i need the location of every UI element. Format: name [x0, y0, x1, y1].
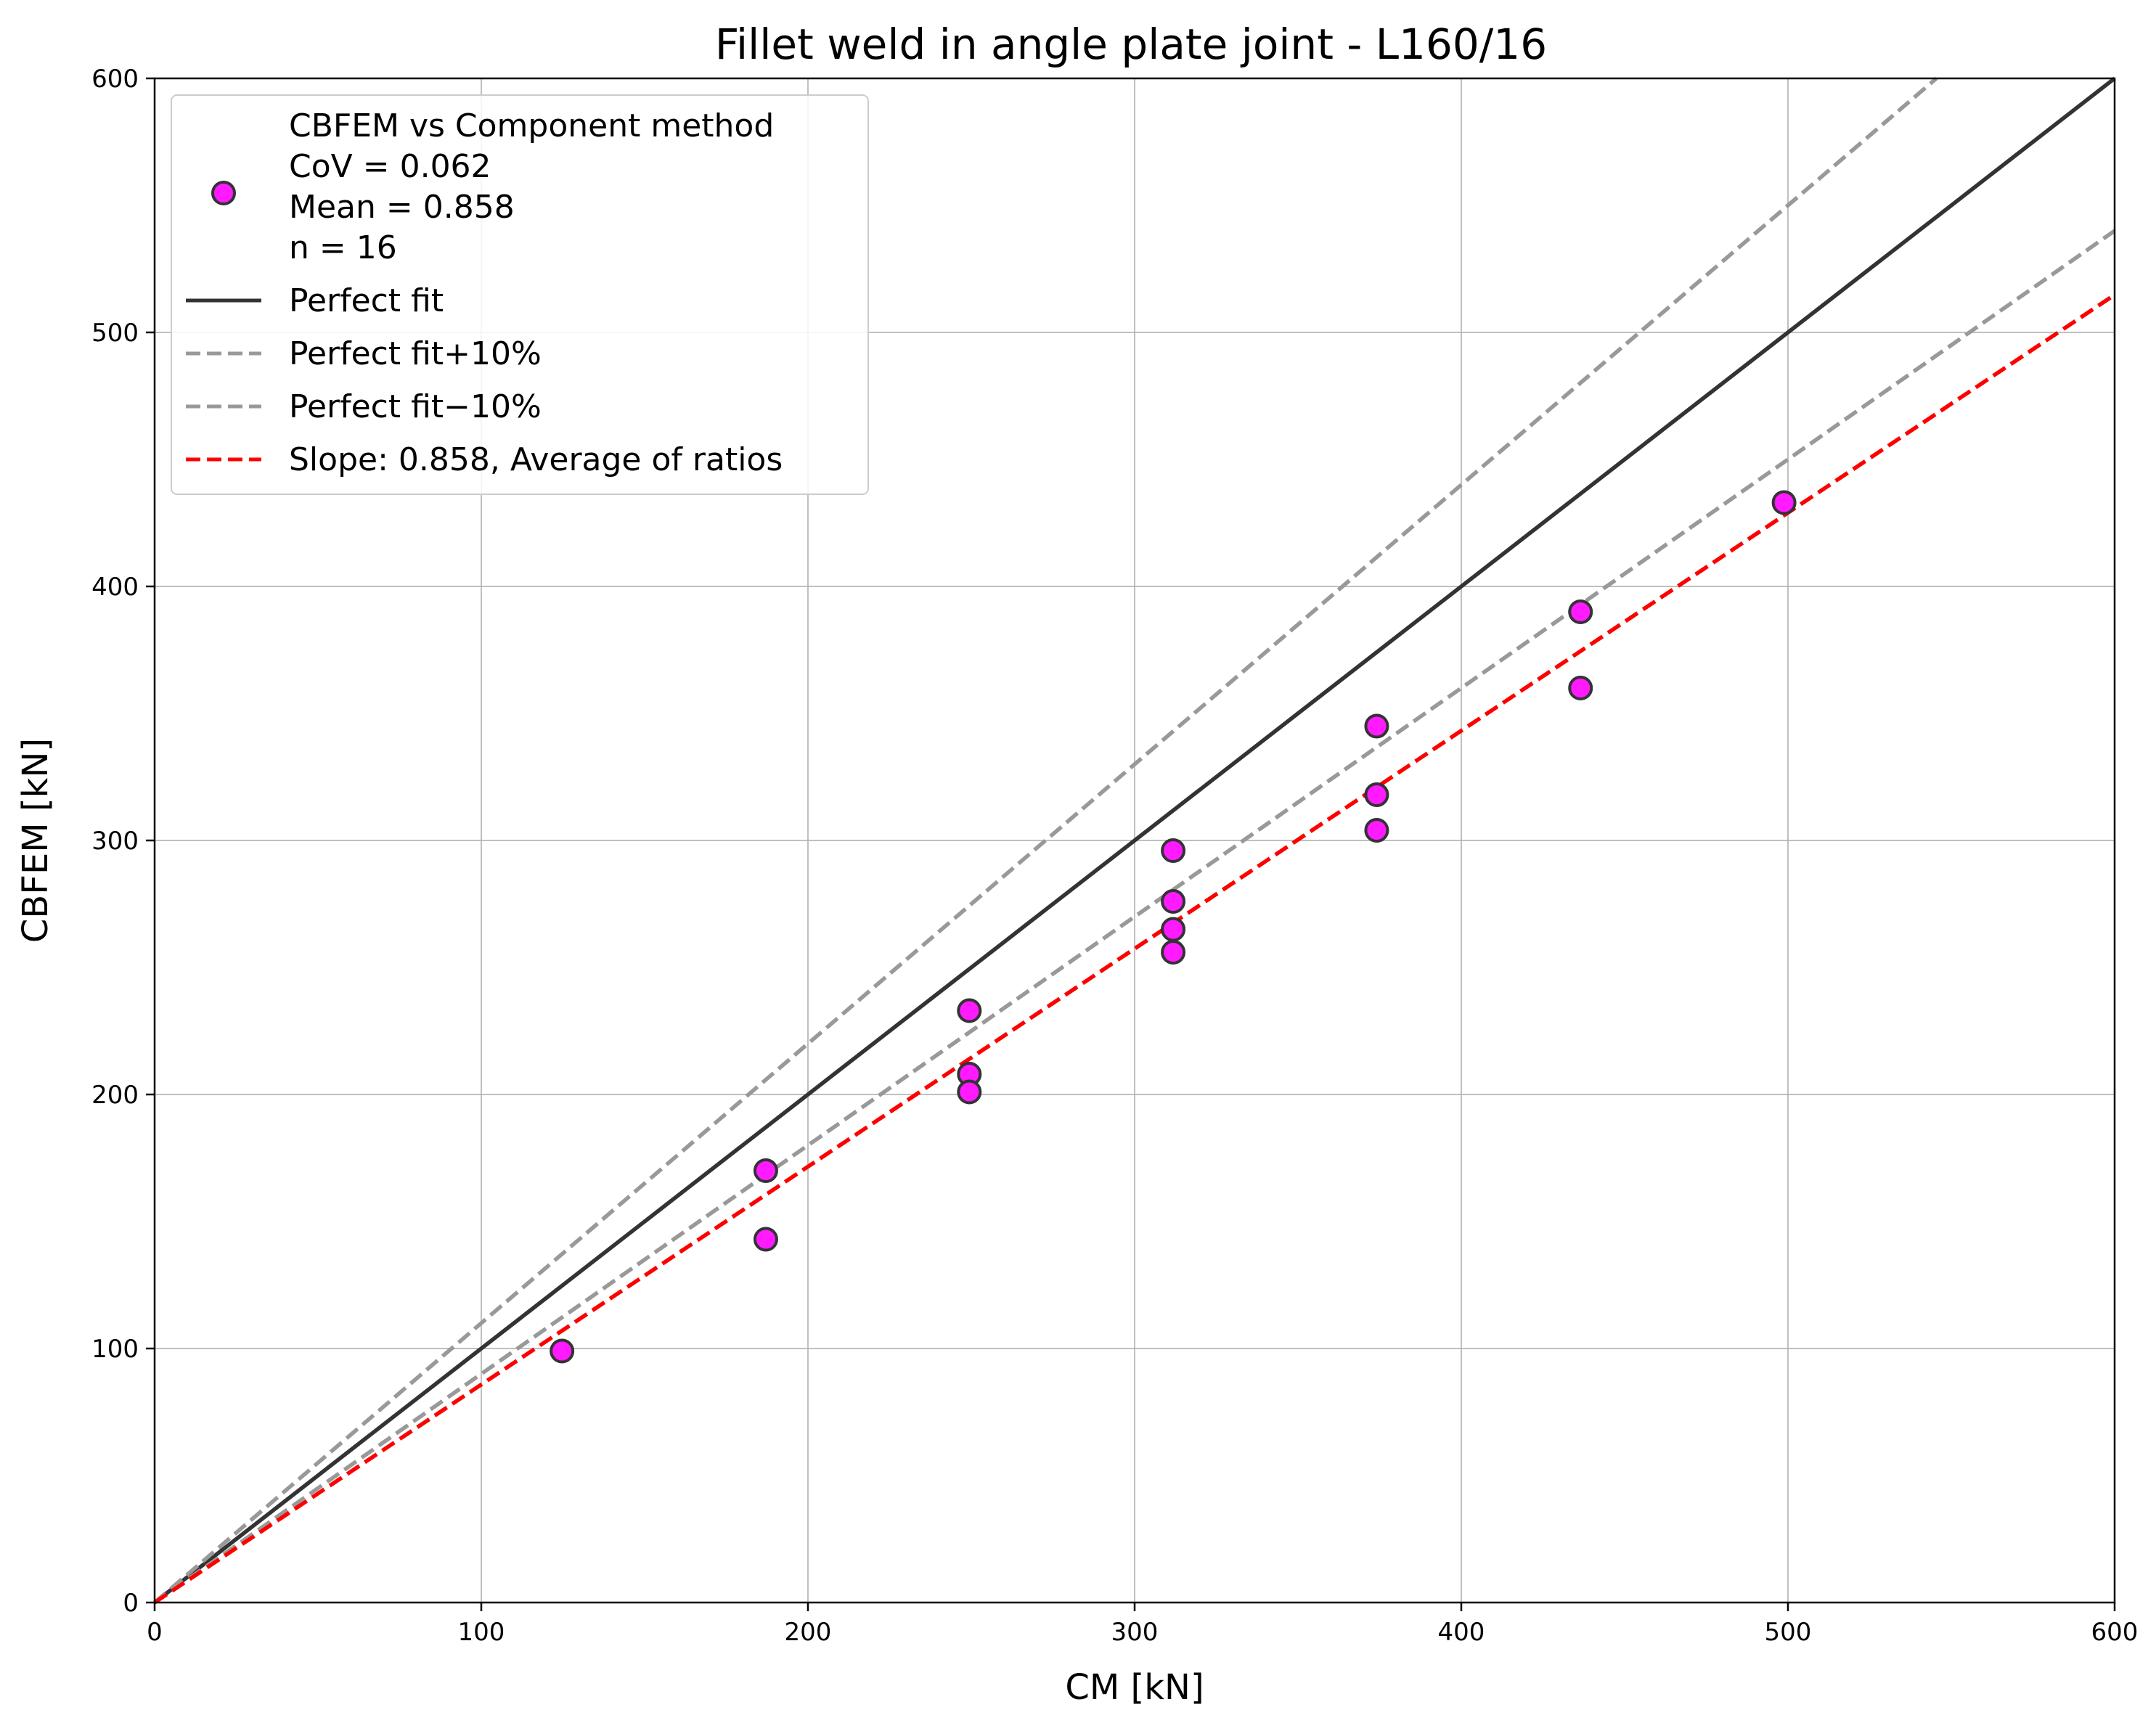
y-axis-label: CBFEM [kN]: [15, 738, 56, 943]
legend-label-minus-10: Perfect fit−10%: [289, 388, 542, 425]
legend-box: [171, 94, 869, 495]
y-tick-label: 600: [91, 65, 139, 94]
x-tick-label: 0: [147, 1618, 163, 1647]
x-axis-label: CM [kN]: [1065, 1667, 1204, 1708]
data-point: [1161, 838, 1186, 863]
data-point: [550, 1338, 575, 1364]
x-tick-label: 400: [1438, 1618, 1485, 1647]
data-point: [1568, 676, 1593, 700]
x-tick-label: 200: [785, 1618, 832, 1647]
legend-label-scatter: CBFEM vs Component method: [289, 107, 774, 144]
x-tick-label: 300: [1111, 1618, 1159, 1647]
data-point: [1161, 889, 1186, 914]
data-point: [1161, 940, 1186, 965]
chart-title: Fillet weld in angle plate joint - L160/…: [715, 20, 1547, 69]
data-point: [1364, 782, 1389, 807]
data-point: [1771, 490, 1797, 515]
legend-stat-n: n = 16: [289, 229, 397, 266]
y-tick-label: 100: [91, 1335, 139, 1364]
legend-stat-cov: CoV = 0.062: [289, 148, 491, 185]
y-tick-label: 400: [91, 573, 139, 602]
data-point: [753, 1158, 778, 1183]
data-point: [1364, 713, 1389, 739]
data-point: [957, 998, 982, 1023]
legend-label-plus-10: Perfect fit+10%: [289, 335, 542, 372]
legend-marker-scatter: [211, 181, 236, 205]
x-tick-label: 600: [2091, 1618, 2139, 1647]
legend-label-slope: Slope: 0.858, Average of ratios: [289, 441, 783, 478]
data-point: [957, 1079, 982, 1105]
y-tick-label: 200: [91, 1081, 139, 1110]
y-tick-label: 300: [91, 827, 139, 856]
y-tick-label: 500: [91, 319, 139, 348]
data-points: [550, 490, 1797, 1364]
data-point: [753, 1227, 778, 1252]
x-tick-label: 100: [458, 1618, 505, 1647]
y-tick-label: 0: [123, 1589, 139, 1618]
legend-stat-mean: Mean = 0.858: [289, 189, 515, 226]
legend-label-perfect-fit: Perfect fit: [289, 282, 444, 319]
legend: CBFEM vs Component method CoV = 0.062 Me…: [171, 94, 869, 495]
plus-10-line: [153, 76, 1938, 1605]
data-point: [1161, 917, 1186, 942]
axis-ticks: 0 100 200 300 400 500 600 0 100 200 300 400 500 600: [91, 65, 2138, 1647]
perfect-fit-line: [153, 76, 2116, 1605]
data-point: [1364, 818, 1389, 843]
data-point: [1568, 599, 1593, 624]
x-tick-label: 500: [1765, 1618, 1812, 1647]
